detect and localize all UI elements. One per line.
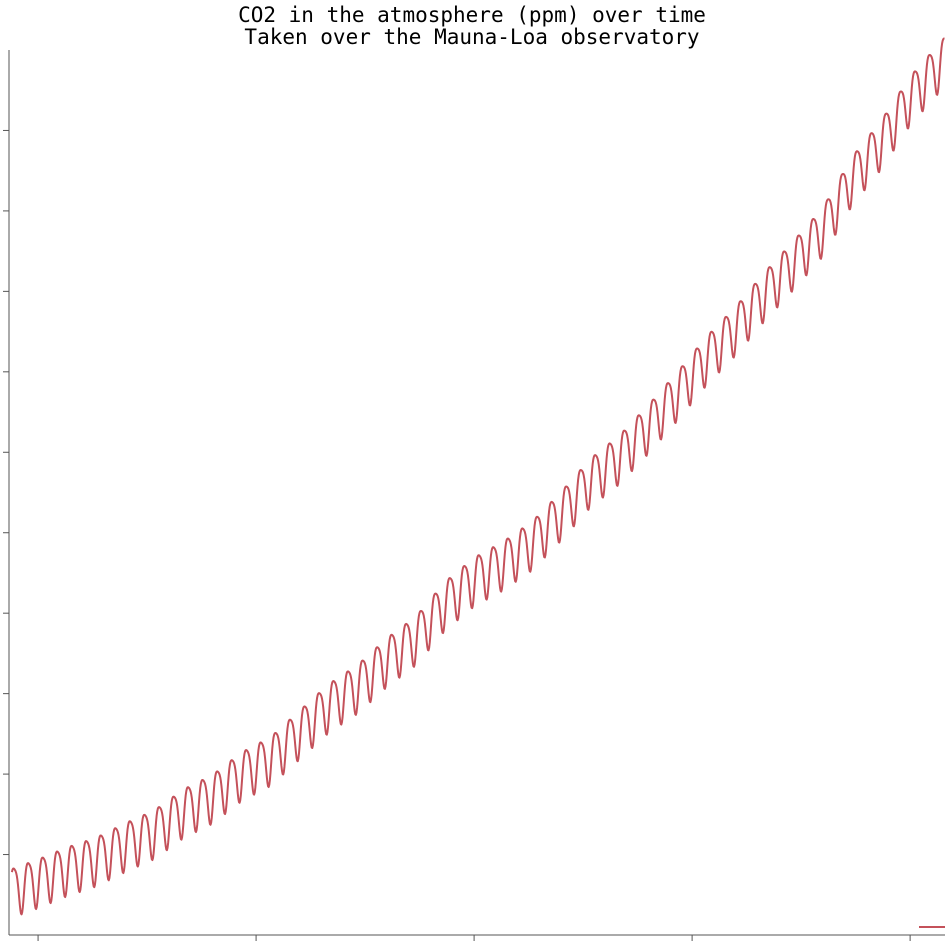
x-axis-ticks bbox=[37, 935, 911, 941]
co2-series-line bbox=[10, 37, 945, 916]
y-axis-ticks bbox=[3, 129, 9, 856]
chart-subtitle: Taken over the Mauna-Loa observatory bbox=[244, 25, 699, 49]
chart-title: CO2 in the atmosphere (ppm) over time bbox=[238, 3, 706, 27]
